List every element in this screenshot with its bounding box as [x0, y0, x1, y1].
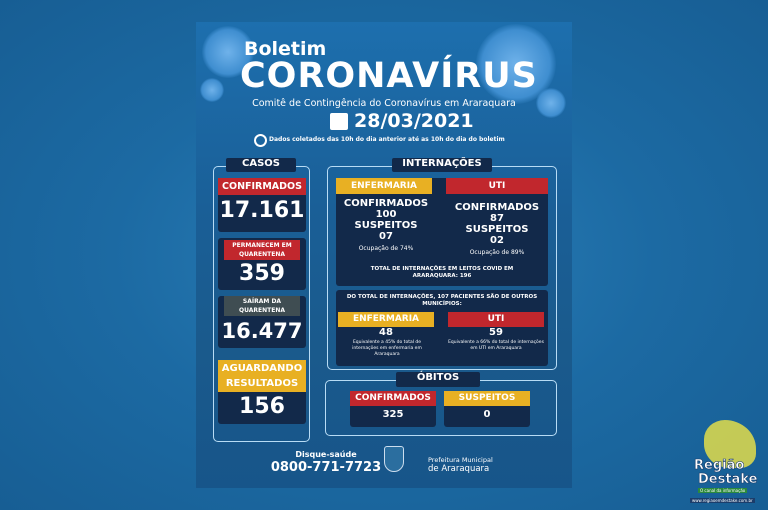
other-ward-label: ENFERMARIA: [338, 312, 434, 327]
virus-decoration: [536, 88, 566, 118]
ward-label: ENFERMARIA: [336, 178, 432, 194]
data-note: Dados coletados das 10h do dia anterior …: [269, 136, 505, 143]
icu-confirmed-label: CONFIRMADOS: [454, 202, 540, 213]
regiao-destake-logo: Região Destake O canal da informação www…: [690, 420, 766, 508]
obitos-title: ÓBITOS: [396, 372, 480, 387]
icu-occupancy: Ocupação de 89%: [469, 249, 525, 256]
subtitle: Comitê de Contingência do Coronavírus em…: [252, 98, 516, 109]
calendar-icon: [330, 113, 348, 130]
total-hospitalizations: TOTAL DE INTERNAÇÕES EM LEITOS COVID EM …: [370, 266, 514, 279]
left-quarantine-label: SAÍRAM DA QUARENTENA: [224, 296, 300, 316]
deaths-confirmed-card: CONFIRMADOS 325: [350, 391, 436, 427]
deaths-suspected-label: SUSPEITOS: [444, 391, 530, 406]
prefeitura-line2: de Araraquara: [428, 464, 490, 474]
other-municipalities-panel: DO TOTAL DE INTERNAÇÕES, 107 PACIENTES S…: [336, 290, 548, 366]
health-hotline-number: 0800-771-7723: [270, 460, 382, 475]
logo-text-2: Destake: [698, 472, 758, 488]
quarantine-value: 359: [239, 261, 285, 286]
other-icu-value: 59: [489, 327, 503, 338]
kicker: Boletim: [244, 38, 327, 60]
confirmed-cases-card: CONFIRMADOS 17.161: [218, 178, 306, 232]
logo-text-1: Região: [694, 458, 745, 474]
quarantine-label: PERMANECEM EM QUARENTENA: [224, 240, 300, 260]
icu-label: UTI: [446, 178, 548, 194]
ward-confirmed-value: 100: [375, 209, 397, 220]
other-ward-note: Equivalente a 45% do total de internaçõe…: [352, 340, 422, 357]
ward-suspected-value: 07: [379, 231, 393, 242]
logo-url: www.regiaoemdestake.com.br: [690, 498, 755, 503]
prefeitura-line1: Prefeitura Municipal: [428, 456, 493, 464]
hospitalizations-panel: ENFERMARIA UTI CONFIRMADOS 100 SUSPEITOS…: [336, 178, 548, 286]
awaiting-results-card: AGUARDANDO RESULTADOS 156: [218, 360, 306, 424]
deaths-confirmed-value: 325: [382, 409, 404, 420]
municipal-crest-icon: [384, 446, 404, 472]
ward-occupancy: Ocupação de 74%: [358, 245, 414, 252]
page-title: CORONAVÍRUS: [240, 56, 538, 96]
other-icu-label: UTI: [448, 312, 544, 327]
ward-confirmed-label: CONFIRMADOS: [343, 198, 429, 209]
left-quarantine-card: SAÍRAM DA QUARENTENA 16.477: [218, 296, 306, 348]
bulletin-poster: Boletim CORONAVÍRUS Comitê de Contingênc…: [196, 22, 572, 488]
confirmed-label: CONFIRMADOS: [218, 178, 306, 195]
internacoes-title: INTERNAÇÕES: [392, 158, 492, 172]
virus-decoration: [200, 78, 224, 102]
awaiting-value: 156: [239, 394, 285, 419]
quarantine-card: PERMANECEM EM QUARENTENA 359: [218, 238, 306, 290]
clock-icon: [254, 134, 267, 147]
disque-saude-label: Disque-saúde: [295, 450, 357, 459]
other-municipalities-heading: DO TOTAL DE INTERNAÇÕES, 107 PACIENTES S…: [346, 294, 538, 307]
deaths-suspected-value: 0: [483, 409, 491, 420]
confirmed-value: 17.161: [219, 198, 305, 223]
icu-suspected-value: 02: [490, 235, 504, 246]
ward-suspected-label: SUSPEITOS: [354, 220, 418, 231]
casos-title: CASOS: [226, 158, 296, 172]
logo-tagline: O canal da informação: [698, 488, 748, 493]
deaths-suspected-card: SUSPEITOS 0: [444, 391, 530, 427]
icu-confirmed-value: 87: [490, 213, 504, 224]
awaiting-label: AGUARDANDO RESULTADOS: [218, 360, 306, 392]
icu-suspected-label: SUSPEITOS: [465, 224, 529, 235]
other-icu-note: Equivalente a 66% do total de internaçõe…: [448, 340, 544, 351]
other-ward-value: 48: [379, 327, 393, 338]
virus-decoration: [202, 26, 254, 78]
bulletin-date: 28/03/2021: [354, 110, 474, 132]
left-quarantine-value: 16.477: [221, 319, 303, 343]
deaths-confirmed-label: CONFIRMADOS: [350, 391, 436, 406]
